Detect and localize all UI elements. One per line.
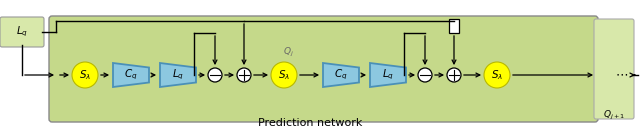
Polygon shape bbox=[323, 63, 359, 87]
Text: $L_q$: $L_q$ bbox=[172, 68, 184, 82]
Text: $S_\lambda$: $S_\lambda$ bbox=[278, 68, 290, 82]
Circle shape bbox=[447, 68, 461, 82]
Circle shape bbox=[208, 68, 222, 82]
Circle shape bbox=[484, 62, 510, 88]
Polygon shape bbox=[113, 63, 149, 87]
Text: $L_q$: $L_q$ bbox=[382, 68, 394, 82]
Circle shape bbox=[237, 68, 251, 82]
Circle shape bbox=[72, 62, 98, 88]
Polygon shape bbox=[370, 63, 406, 87]
Circle shape bbox=[418, 68, 432, 82]
Text: $C_q$: $C_q$ bbox=[334, 68, 348, 82]
FancyBboxPatch shape bbox=[594, 19, 634, 119]
FancyBboxPatch shape bbox=[0, 17, 44, 47]
FancyBboxPatch shape bbox=[449, 19, 459, 33]
FancyBboxPatch shape bbox=[49, 16, 598, 122]
Polygon shape bbox=[160, 63, 196, 87]
Text: $\cdots$: $\cdots$ bbox=[616, 68, 628, 80]
Text: $Q_{j+1}$: $Q_{j+1}$ bbox=[603, 109, 625, 122]
Circle shape bbox=[271, 62, 297, 88]
Text: $L_q$: $L_q$ bbox=[16, 25, 28, 39]
Text: $S_\lambda$: $S_\lambda$ bbox=[79, 68, 91, 82]
Text: $S_\lambda$: $S_\lambda$ bbox=[491, 68, 503, 82]
Text: $C_q$: $C_q$ bbox=[124, 68, 138, 82]
Text: $Q_j$: $Q_j$ bbox=[283, 46, 293, 59]
Text: Prediction network: Prediction network bbox=[258, 118, 362, 128]
